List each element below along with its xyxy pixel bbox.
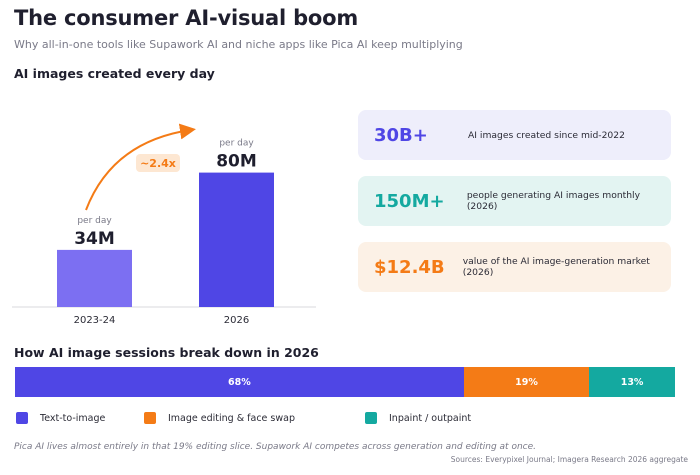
segment-inpaint-outpaint: 13% — [589, 367, 675, 397]
bar-2023-24 — [57, 249, 132, 307]
legend-swatch — [16, 412, 28, 424]
legend-swatch — [144, 412, 156, 424]
bar-value-sublabel: per day — [219, 139, 254, 149]
bar-value-label: 80M — [216, 152, 257, 172]
x-tick-label: 2023-24 — [74, 315, 116, 326]
daily-images-bar-chart: per day 34M 2023-24 per day 80M 2026 ~2.4x — [12, 123, 316, 326]
legend-label: Text-to-image — [40, 412, 106, 424]
bar-value-sublabel: per day — [77, 216, 112, 226]
legend-swatch — [365, 412, 377, 424]
stat-label: value of the AI image-generation market … — [462, 256, 650, 278]
legend-item-image-editing: Image editing & face swap — [144, 412, 295, 424]
stat-card-images-total: 30B+ AI images created since mid-2022 — [358, 110, 671, 160]
growth-label: ~2.4x — [140, 157, 176, 170]
stat-value: 30B+ — [374, 124, 428, 146]
breakdown-section-title: How AI image sessions break down in 2026 — [14, 345, 319, 360]
page-title: The consumer AI-visual boom — [14, 6, 359, 30]
growth-badge — [136, 154, 180, 172]
bar-2026 — [199, 172, 274, 307]
legend-item-text-to-image: Text-to-image — [16, 412, 105, 424]
sources-line: Sources: Everypixel Journal; Imagera Res… — [450, 455, 688, 464]
stat-label: AI images created since mid-2022 — [468, 129, 625, 141]
stat-value: 150M+ — [374, 190, 445, 212]
stat-card-market-value: $12.4B value of the AI image-generation … — [358, 242, 671, 292]
x-tick-label: 2026 — [224, 315, 249, 326]
segment-text-to-image: 68% — [15, 367, 464, 397]
stat-card-monthly-users: 150M+ people generating AI images monthl… — [358, 176, 671, 226]
growth-arrow — [85, 123, 196, 211]
page-subtitle: Why all-in-one tools like Supawork AI an… — [14, 38, 463, 51]
session-breakdown-bar: 68% 19% 13% — [15, 367, 675, 397]
legend-label: Image editing & face swap — [168, 412, 295, 424]
bar-value-label: 34M — [74, 229, 115, 249]
stat-value: $12.4B — [374, 256, 445, 278]
bar-section-title: AI images created every day — [14, 66, 215, 81]
stat-label: people generating AI images monthly (202… — [466, 190, 641, 212]
footnote: Pica AI lives almost entirely in that 19… — [14, 442, 536, 452]
legend-item-inpaint-outpaint: Inpaint / outpaint — [365, 412, 471, 424]
legend-label: Inpaint / outpaint — [389, 412, 472, 424]
segment-image-editing: 19% — [463, 367, 590, 397]
